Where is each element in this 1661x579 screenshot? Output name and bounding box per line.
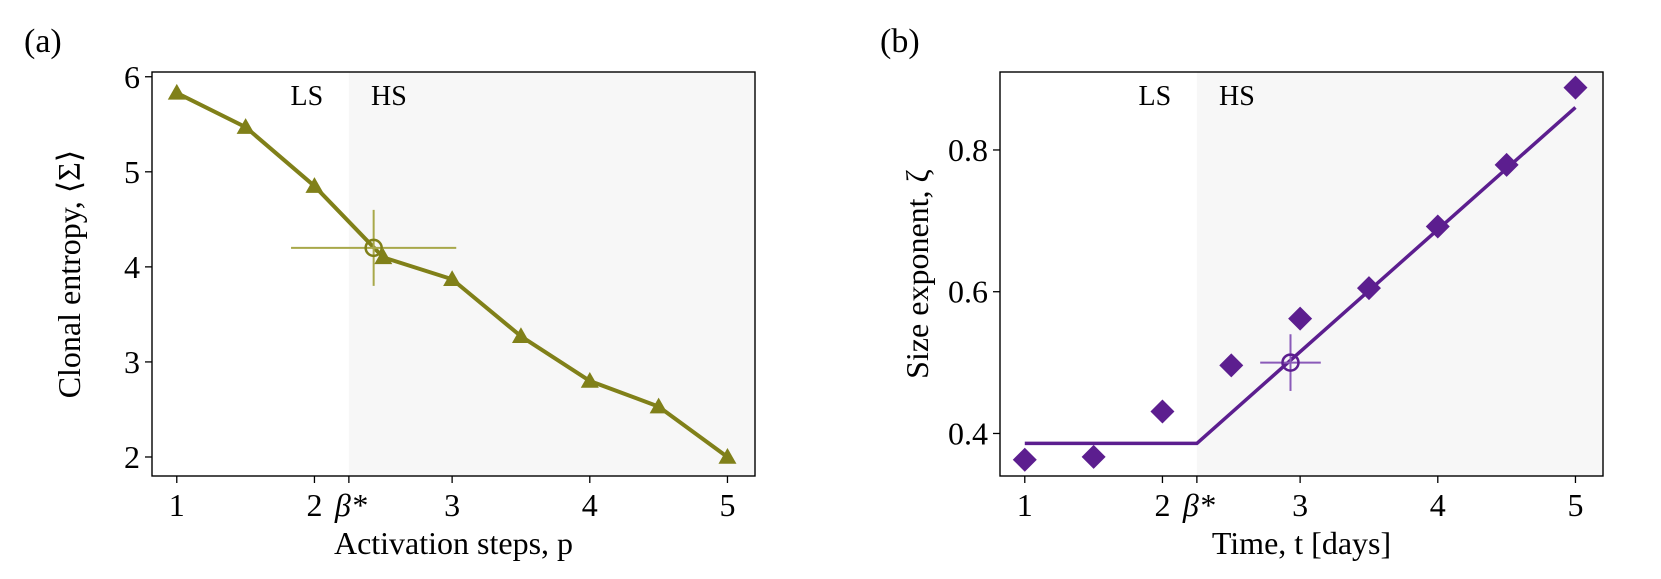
x-tick-label: 4 [1430,487,1446,523]
panel-b-ylabel: Size exponent, ζ [899,169,935,379]
x-tick-label: 4 [582,487,598,523]
panel-a-region-hs: HS [371,81,407,112]
data-point [649,397,668,414]
data-point [1150,399,1175,424]
fit-line [1024,106,1577,446]
x-tick-label: 5 [719,487,735,523]
x-tick-label: 1 [169,487,185,523]
panel-b-label: (b) [880,23,920,60]
panel-a-label: (a) [24,23,62,60]
panel-b-region-ls: LS [1139,81,1172,112]
x-tick-label: 2 [1154,487,1170,523]
data-point [236,118,255,134]
panel-a-ylabel: Clonal entropy, ⟨Σ⟩ [51,150,87,399]
x-tick-label: 3 [444,487,460,523]
critical-point [1281,353,1300,372]
x-tick-label: 1 [1017,487,1033,523]
panel-b-ticks: 1 2 3 4 5 β* 0.4 0.6 0.8 [948,132,1583,523]
panel-a-frame [151,71,756,477]
panel-a-plot [167,83,737,464]
panel-b-plot [1012,75,1588,472]
y-tick-label: 0.6 [948,274,988,310]
data-point [374,248,393,265]
y-tick-label: 5 [124,154,140,190]
x-tick-label: 5 [1567,487,1583,523]
y-tick-label: 0.4 [948,415,988,451]
x-tick-label: 3 [1292,487,1308,523]
data-point [305,177,324,193]
data-point [1356,276,1381,301]
data-point [1425,214,1450,239]
data-point [1563,75,1588,100]
y-tick-label: 2 [124,439,140,475]
critical-point [364,238,383,258]
panel-b-region-hs: HS [1219,81,1255,112]
panel-b-frame [999,71,1604,477]
y-tick-label: 3 [124,344,140,380]
data-point [580,371,599,388]
data-point [718,447,737,464]
threshold-tick-label: β* [334,487,367,523]
data-point [1012,447,1037,472]
data-point [1494,152,1519,177]
y-tick-label: 0.8 [948,132,988,168]
data-point [167,83,186,100]
panel-b-hs-region [1196,72,1603,476]
data-point [443,270,462,286]
y-tick-label: 4 [124,249,140,285]
panel-b: (b) LS HS 1 2 3 4 5 β* 0.4 0.6 0.8 Time, t [days… [880,23,1604,561]
panel-a-xlabel: Activation steps, p [334,525,573,561]
panel-a-hs-region [348,72,755,476]
data-point [511,327,530,344]
x-tick-label: 2 [306,487,322,523]
threshold-tick-label: β* [1182,487,1215,523]
panel-a-region-ls: LS [291,81,324,112]
data-point [1219,353,1244,378]
y-tick-label: 6 [124,59,140,95]
data-point [1288,306,1313,331]
data-point [1081,444,1106,469]
panel-b-xlabel: Time, t [days] [1212,525,1391,561]
